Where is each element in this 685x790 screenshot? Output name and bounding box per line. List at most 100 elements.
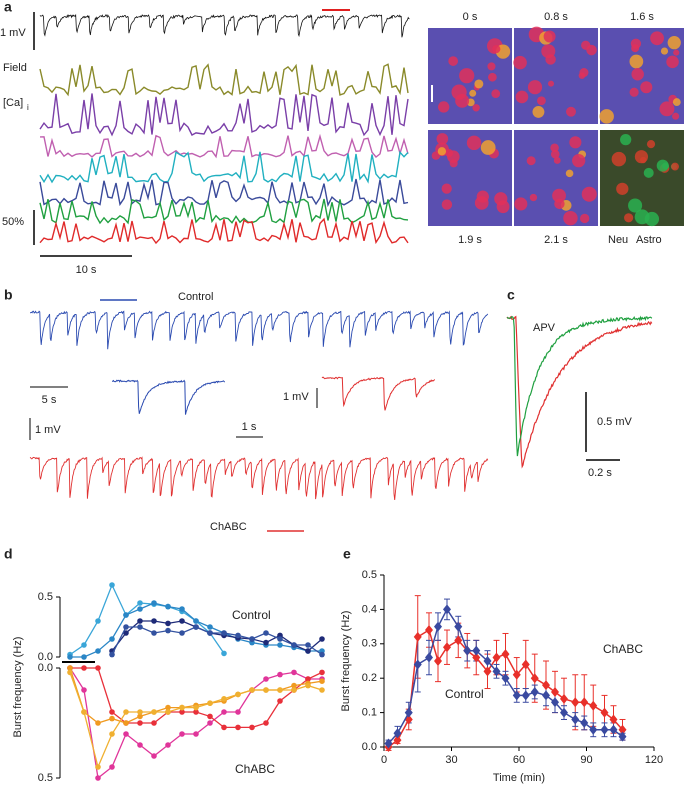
marker — [600, 724, 609, 735]
cell — [474, 196, 489, 210]
scale-label: 50% — [2, 216, 24, 228]
marker — [472, 645, 481, 656]
cell — [581, 186, 597, 202]
cell — [474, 79, 484, 89]
point — [319, 669, 325, 676]
cell — [472, 104, 480, 112]
trace — [39, 63, 409, 97]
cell — [672, 98, 681, 107]
legend-label: Neu — [608, 234, 628, 246]
cell — [671, 162, 679, 171]
point — [305, 642, 311, 648]
point — [179, 618, 185, 624]
cell — [529, 193, 538, 202]
series-line — [69, 667, 322, 780]
trace — [39, 150, 409, 184]
series-line — [111, 620, 323, 652]
marker — [542, 680, 550, 691]
cell — [643, 167, 654, 178]
point — [109, 715, 115, 722]
point — [221, 724, 227, 731]
point — [179, 709, 185, 715]
y-axis-title: Burst frequency (Hz) — [12, 637, 24, 738]
cell — [466, 135, 482, 151]
series-line — [111, 626, 323, 656]
point — [305, 682, 311, 689]
cell — [451, 84, 467, 100]
panel-label: c — [507, 287, 515, 303]
cell — [667, 36, 681, 50]
point — [193, 624, 199, 630]
point — [277, 698, 283, 704]
y-tick-label: 0.5 — [38, 591, 53, 603]
point — [305, 648, 311, 654]
cell — [629, 54, 644, 69]
cell — [572, 153, 586, 168]
point — [193, 709, 199, 715]
point — [221, 650, 227, 657]
point — [263, 630, 269, 636]
point — [95, 618, 101, 624]
point — [221, 696, 227, 702]
point — [207, 630, 213, 636]
point — [179, 630, 185, 636]
y-tick-label: 0.0 — [362, 741, 377, 753]
marker — [393, 728, 402, 739]
trace — [39, 178, 409, 208]
cell — [469, 89, 477, 97]
cell — [513, 55, 527, 70]
cell — [527, 80, 543, 95]
marker — [454, 621, 463, 632]
point — [81, 642, 87, 648]
cell — [437, 147, 447, 156]
point — [277, 636, 283, 642]
point — [123, 731, 129, 737]
point — [277, 687, 283, 693]
point — [151, 709, 157, 715]
point — [109, 709, 115, 715]
cell — [550, 143, 559, 153]
marker — [393, 735, 402, 746]
point — [95, 665, 101, 671]
point — [193, 731, 199, 737]
point — [123, 709, 129, 715]
marker — [618, 731, 627, 742]
cell — [496, 200, 510, 214]
cell — [629, 87, 639, 97]
marker — [530, 673, 539, 684]
trace — [39, 198, 409, 225]
point — [319, 687, 325, 693]
point — [81, 665, 87, 671]
point — [137, 600, 143, 606]
series-label: ChABC — [603, 642, 643, 656]
point — [123, 720, 129, 726]
marker — [560, 707, 568, 718]
group-label: ChABC — [235, 762, 275, 776]
point — [137, 624, 143, 630]
trace-label: Field — [3, 62, 27, 74]
cell — [550, 149, 560, 159]
trace — [29, 456, 489, 500]
point — [123, 624, 129, 630]
image-frame — [600, 130, 684, 227]
marker — [434, 621, 442, 632]
marker — [560, 693, 568, 704]
marker — [425, 625, 433, 636]
image-frame — [599, 28, 684, 124]
image-frame — [428, 28, 512, 124]
cell — [631, 68, 644, 81]
trace — [39, 93, 409, 137]
cell — [563, 210, 578, 226]
point — [109, 651, 115, 658]
point — [81, 687, 87, 693]
marker — [589, 700, 598, 711]
cell — [448, 56, 459, 66]
time-label: 1.9 s — [458, 234, 482, 246]
marker — [413, 631, 422, 642]
marker — [501, 649, 510, 660]
cell — [449, 159, 458, 168]
point — [263, 639, 269, 646]
point — [137, 742, 143, 748]
trace — [506, 315, 653, 457]
point — [165, 620, 171, 627]
